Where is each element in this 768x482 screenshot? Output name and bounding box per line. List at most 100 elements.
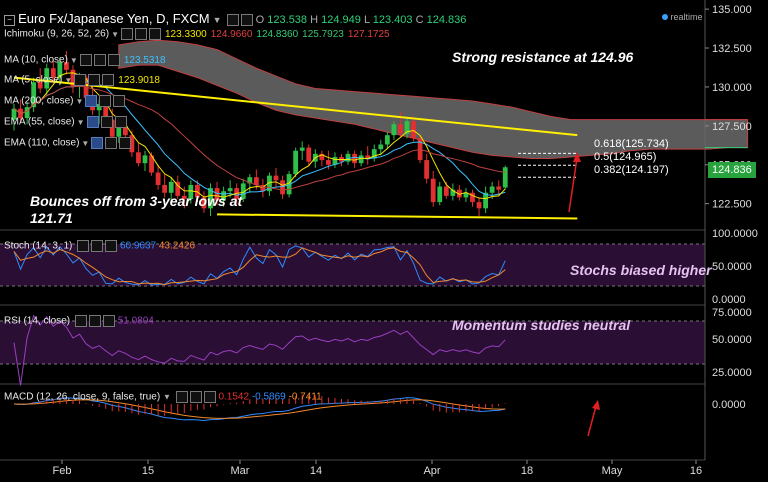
visibility-icon[interactable]: [189, 391, 202, 403]
candle-body: [398, 124, 403, 134]
candle-body: [443, 186, 449, 196]
settings-icon[interactable]: [74, 74, 87, 86]
candle-body: [188, 184, 194, 199]
stoch-k-value: 60.9637: [119, 240, 157, 252]
close-icon[interactable]: [102, 74, 115, 86]
candle-body: [227, 188, 233, 192]
candle-body: [103, 104, 109, 120]
chevron-down-icon[interactable]: ▼: [69, 55, 78, 65]
chevron-down-icon[interactable]: ▼: [111, 29, 119, 39]
fib-label-618: 0.618(125.734): [594, 138, 669, 150]
macd-dropdown-icon[interactable]: ▼: [162, 392, 171, 402]
legend-label[interactable]: MA (200, close): [4, 95, 74, 107]
macd-arrow-shaft: [587, 405, 597, 437]
symbol-title[interactable]: Euro Fx/Japanese Yen, D, FXCM: [18, 11, 210, 26]
candle-body: [299, 147, 305, 151]
legend-label[interactable]: MA (5, close): [4, 74, 63, 86]
realtime-label: realtime: [670, 12, 703, 22]
candle-body: [437, 186, 443, 203]
time-axis-label: 16: [690, 465, 702, 477]
candle-body: [247, 177, 253, 184]
visibility-icon[interactable]: [99, 95, 112, 107]
close-icon[interactable]: [105, 240, 118, 252]
collapse-icon[interactable]: −: [4, 14, 15, 26]
close-icon[interactable]: [114, 116, 127, 128]
time-axis-label: Apr: [423, 465, 440, 477]
high-label: H: [310, 14, 319, 26]
legend-label[interactable]: MA (10, close): [4, 54, 68, 66]
close-icon[interactable]: [102, 315, 115, 327]
stoch-title[interactable]: Stoch (14, 3, 1): [4, 240, 73, 252]
settings-icon[interactable]: [77, 240, 90, 252]
settings-icon[interactable]: [120, 28, 133, 40]
visibility-icon[interactable]: [93, 54, 106, 66]
candle-body: [273, 175, 279, 181]
settings-icon[interactable]: [226, 14, 239, 27]
candle-body: [221, 191, 226, 201]
close-icon[interactable]: [203, 391, 216, 403]
candle-body: [24, 107, 30, 119]
time-axis-label: May: [602, 465, 623, 477]
chevron-down-icon[interactable]: ▼: [81, 138, 90, 148]
candle-body: [116, 125, 122, 137]
visibility-icon[interactable]: [88, 74, 101, 86]
candle-body: [345, 153, 351, 162]
ichimoku-cloud: [118, 39, 749, 160]
settings-icon[interactable]: [86, 116, 99, 128]
stoch-axis-label: 100.0000: [712, 228, 758, 240]
visibility-icon[interactable]: [105, 137, 118, 149]
candle-body: [457, 189, 462, 198]
candle-body: [175, 181, 181, 196]
visibility-icon[interactable]: [134, 28, 147, 40]
legend-value: 124.9660: [210, 28, 253, 40]
candle-body: [37, 82, 43, 89]
chevron-down-icon[interactable]: ▼: [76, 117, 85, 127]
candle-body: [64, 62, 69, 70]
settings-icon[interactable]: [85, 95, 98, 107]
stoch-buttons: [75, 240, 118, 252]
settings-icon[interactable]: [79, 54, 92, 66]
stoch-k-line: [13, 245, 506, 286]
macd-title[interactable]: MACD (12, 26, close, 9, false, true): [4, 391, 161, 403]
visibility-icon[interactable]: [100, 116, 113, 128]
chevron-down-icon[interactable]: ▼: [75, 96, 84, 106]
settings-icon[interactable]: [175, 391, 188, 403]
bounce-annotation-line2: 121.71: [30, 210, 73, 226]
close-icon[interactable]: [107, 54, 120, 66]
candle-body: [450, 189, 456, 196]
candle-body: [476, 202, 482, 209]
settings-icon[interactable]: [91, 137, 104, 149]
price-axis-label: 132.500: [712, 43, 752, 55]
legend-label[interactable]: Ichimoku (9, 26, 52, 26): [4, 28, 110, 40]
time-axis-label: 14: [310, 465, 322, 477]
macd-label: MACD (12, 26, close, 9, false, true) ▼ 0…: [4, 391, 322, 403]
visibility-icon[interactable]: [88, 315, 101, 327]
symbol-dropdown-icon[interactable]: ▼: [212, 15, 222, 25]
legend-label[interactable]: EMA (110, close): [4, 137, 80, 149]
legend-row: MA (10, close) ▼ 123.5318: [4, 54, 166, 66]
bounce-annotation-line1: Bounces off from 3-year lows at: [30, 193, 243, 209]
rsi-value: 51.0804: [117, 315, 154, 327]
close-icon[interactable]: [113, 95, 126, 107]
visibility-icon[interactable]: [240, 14, 253, 27]
candle-body: [31, 82, 37, 108]
candle-body: [50, 68, 56, 78]
price-axis-label: 130.000: [712, 82, 752, 94]
rsi-title[interactable]: RSI (14, close): [4, 315, 71, 327]
candle-body: [463, 192, 469, 198]
close-icon[interactable]: [119, 137, 132, 149]
settings-icon[interactable]: [74, 315, 87, 327]
candle-body: [365, 155, 371, 159]
close-icon[interactable]: [148, 28, 161, 40]
chevron-down-icon[interactable]: ▼: [64, 75, 73, 85]
stoch-d-value: 43.2426: [158, 240, 196, 252]
indicator-lines: [13, 72, 600, 437]
rsi-buttons: [73, 315, 115, 327]
kijun-line: [13, 85, 506, 191]
ma5-line: [13, 72, 506, 200]
candle-body: [332, 156, 338, 165]
macd-signal-value: -0.7411: [288, 391, 322, 403]
visibility-icon[interactable]: [91, 240, 104, 252]
legend-label[interactable]: EMA (55, close): [4, 116, 75, 128]
